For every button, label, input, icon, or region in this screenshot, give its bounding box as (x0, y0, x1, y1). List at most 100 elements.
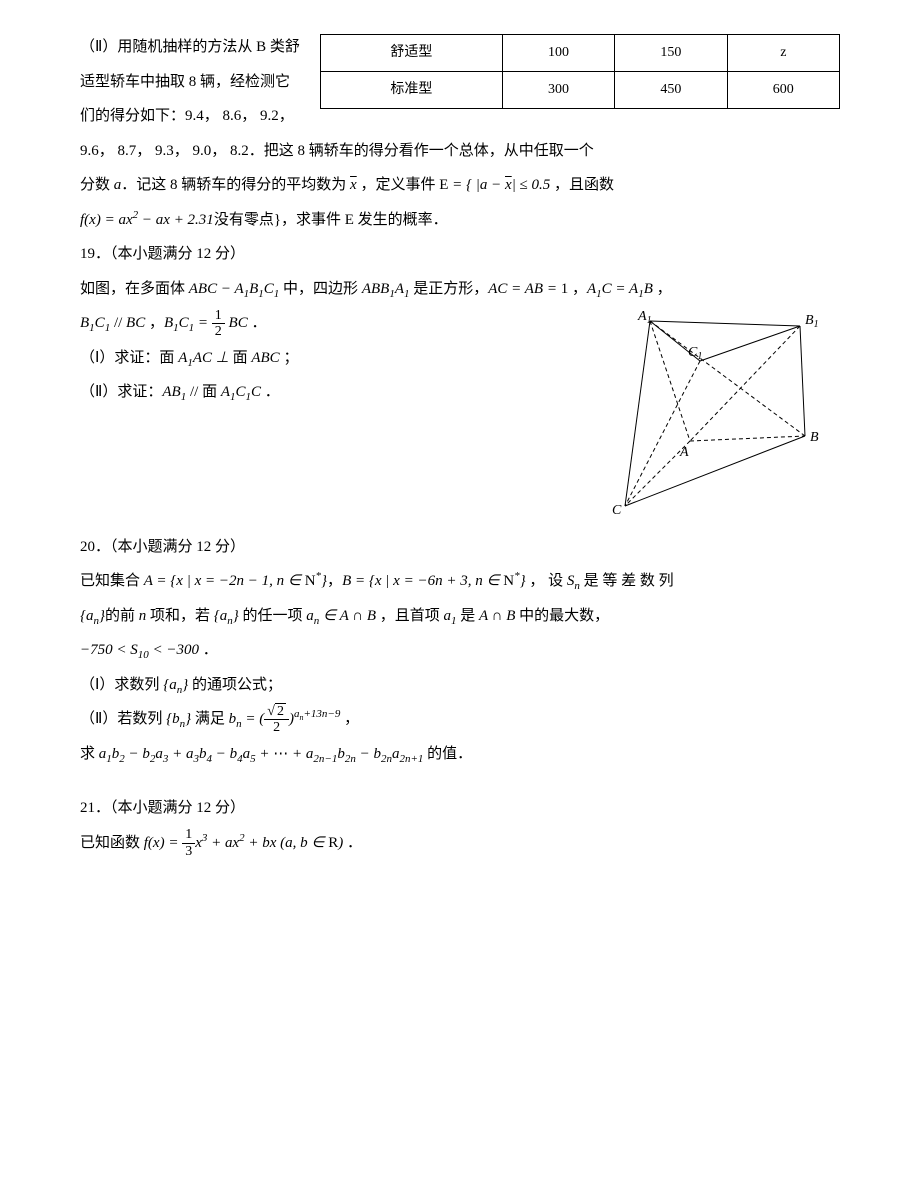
text: ． (199, 642, 218, 658)
text: ； (280, 350, 299, 366)
eq2: A1C = A1B (587, 281, 653, 297)
text: 的通项公式； (188, 677, 282, 693)
p1a: （Ⅱ）用随机抽样的方法从 B 类舒适型轿车中抽取 8 辆，经检测它们的得分如下：… (80, 39, 300, 124)
text: ， 设 (526, 573, 567, 589)
AiB: A ∩ B (479, 608, 515, 624)
text: （Ⅰ）求数列 (80, 677, 163, 693)
p1c-line: 分数 a．记这 8 辆轿车的得分的平均数为 x ，定义事件 E = { |a −… (80, 168, 840, 203)
car-data-table: 舒适型 100 150 z 标准型 300 450 600 (320, 34, 840, 109)
p1b: 9.6， 8.7， 9.3， 9.0， 8.2．把这 8 辆轿车的得分看作一个总… (80, 134, 840, 169)
q20-heading: 20．（本小题满分 12 分） (80, 530, 840, 565)
text: （Ⅱ）若数列 (80, 711, 166, 727)
text: 的值． (423, 746, 472, 762)
seq-an3: {an} (163, 677, 188, 693)
row2-label: 标准型 (321, 72, 503, 109)
label-C: C (612, 503, 622, 516)
text: ， (340, 711, 359, 727)
text: ， (568, 281, 587, 297)
table-row: 舒适型 100 150 z (321, 35, 840, 72)
seq-an2: {an} (214, 608, 239, 624)
q19-line1: 如图，在多面体 ABC − A1B1C1 中，四边形 ABB1A1 是正方形，A… (80, 272, 840, 307)
text: 是正方形， (409, 281, 488, 297)
cell: 150 (615, 35, 727, 72)
label-A: A (679, 445, 689, 460)
seq-bn: {bn} (166, 711, 191, 727)
text: 已知函数 (80, 835, 144, 851)
text: ， (145, 315, 164, 331)
cubic: x3 + ax2 + bx (a, b ∈ R) (195, 835, 343, 851)
p1d-line: f(x) = ax2 − ax + 2.31没有零点}，求事件 E 发生的概率． (80, 203, 840, 238)
text: 满足 (191, 711, 229, 727)
Sn: Sn (567, 573, 580, 589)
frac-1-3: 13 (182, 827, 195, 859)
a1c1c: A1C1C (221, 384, 261, 400)
text: 没有零点}，求事件 E 发生的概率． (214, 212, 448, 228)
cell: 600 (727, 72, 839, 109)
q21-line1: 已知函数 f(x) = 13x3 + ax2 + bx (a, b ∈ R) ． (80, 826, 840, 861)
text: ，且函数 (550, 177, 614, 193)
close-paren: )an+13n−9 (289, 711, 340, 727)
label-C1: C1 (688, 345, 702, 362)
an-in-AB: an ∈ A ∩ B (306, 608, 376, 624)
q19-part2: （Ⅱ）求证：AB1 // 面 A1C1C ． (80, 375, 570, 410)
half-bc: B1C1 = (164, 315, 212, 331)
long-expr: a1b2 − b2a3 + a3b4 − b4a5 + ⋯ + a2n−1b2n… (99, 746, 424, 762)
perp: A1AC ⊥ (178, 350, 232, 366)
text: 中，四边形 (279, 281, 362, 297)
polyhedron-svg: A1 B1 C1 A B C (580, 306, 840, 516)
q20-line5: 求 a1b2 − b2a3 + a3b4 − b4a5 + ⋯ + a2n−1b… (80, 737, 840, 772)
event-E-def: E = { |a − x| ≤ 0.5 (439, 177, 550, 193)
q20-line3: −750 < S10 < −300 ． (80, 633, 840, 668)
text: ， (327, 573, 342, 589)
text: ，且首项 (376, 608, 444, 624)
label-B1: B1 (805, 313, 819, 330)
parallel: B1C1 // BC (80, 315, 145, 331)
text: 分数 (80, 177, 114, 193)
square: ABB1A1 (362, 281, 410, 297)
geometry-figure: A1 B1 C1 A B C (580, 306, 840, 530)
set-A: A = {x | x = −2n − 1, n ∈ N*} (144, 573, 327, 589)
text: 面 (233, 350, 252, 366)
q19-line2: B1C1 // BC ，B1C1 = 12 BC ． (80, 306, 570, 341)
q20-line2: {an}的前 n 项和，若 {an} 的任一项 an ∈ A ∩ B ，且首项 … (80, 599, 840, 634)
q19-part1: （Ⅰ）求证：面 A1AC ⊥ 面 ABC ； (80, 341, 570, 376)
cell: 300 (502, 72, 614, 109)
text: （Ⅰ）求证：面 (80, 350, 178, 366)
text: ．记这 8 辆轿车的得分的平均数为 (121, 177, 350, 193)
text: 的前 (105, 608, 139, 624)
cell: 450 (615, 72, 727, 109)
frac-sqrt2-2: √22 (264, 704, 289, 736)
text: BC (225, 315, 248, 331)
text: 是 (457, 608, 480, 624)
text: 的任一项 (239, 608, 307, 624)
cell: z (727, 35, 839, 72)
S10-range: −750 < S10 < −300 (80, 642, 199, 658)
ab1-parallel: AB1 // (162, 384, 202, 400)
text: ． (248, 315, 267, 331)
text: 如图，在多面体 (80, 281, 189, 297)
set-B: B = {x | x = −6n + 3, n ∈ N*} (342, 573, 526, 589)
func-fx: f(x) = ax2 − ax + 2.31 (80, 212, 214, 228)
table-row: 标准型 300 450 600 (321, 72, 840, 109)
label-B: B (810, 430, 819, 445)
seq-an: {an} (80, 608, 105, 624)
text: 面 (202, 384, 221, 400)
q21-heading: 21．（本小题满分 12 分） (80, 791, 840, 826)
polyhedron: ABC − A1B1C1 (189, 281, 280, 297)
q19-heading: 19．（本小题满分 12 分） (80, 237, 840, 272)
fx-eq: f(x) = (144, 835, 182, 851)
text: 已知集合 (80, 573, 144, 589)
eq1: AC = AB = 1 (488, 281, 568, 297)
text: ，定义事件 (357, 177, 440, 193)
text: （Ⅱ）求证： (80, 384, 162, 400)
text: 求 (80, 746, 99, 762)
abc: ABC (251, 350, 279, 366)
text: ． (261, 384, 280, 400)
intro-text-block: （Ⅱ）用随机抽样的方法从 B 类舒适型轿车中抽取 8 辆，经检测它们的得分如下：… (80, 30, 300, 134)
q20-line1: 已知集合 A = {x | x = −2n − 1, n ∈ N*}，B = {… (80, 564, 840, 599)
text: 中的最大数， (515, 608, 609, 624)
label-A1: A1 (637, 309, 652, 326)
text: 项和，若 (146, 608, 214, 624)
cell: 100 (502, 35, 614, 72)
bn-eq: bn = ( (229, 711, 265, 727)
